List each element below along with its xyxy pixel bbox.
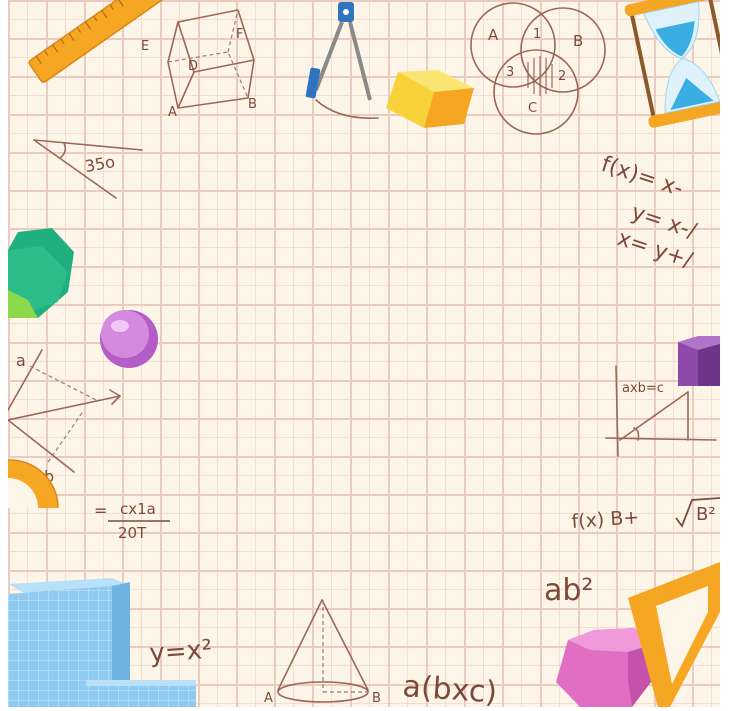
formula-fx: f(x)= x- — [598, 152, 686, 202]
hexagonal-prism-shape — [678, 336, 720, 386]
math-illustration: E F D A B A 1 B — [8, 0, 720, 707]
vector-label: b — [44, 467, 54, 486]
fraction-formula: = cx1a 20T — [94, 500, 170, 542]
cube-sketch: E F D A B — [141, 9, 257, 120]
formula-y-x2: y=x² — [148, 635, 213, 669]
dodecahedron-shape — [8, 228, 74, 318]
formula-abc: a(bxc) — [401, 669, 498, 707]
function-formulas: f(x)= x- y= x-/ x= y+/ — [598, 152, 700, 274]
graph-paper-background: E F D A B A 1 B — [8, 0, 720, 707]
ruler-icon — [28, 0, 166, 83]
formula-numerator: cx1a — [120, 500, 156, 518]
formula-denominator: 20T — [118, 524, 147, 542]
venn-label: 1 — [533, 27, 541, 42]
cube-vertex-label: A — [168, 105, 177, 120]
formula-ab2: ab² — [544, 573, 593, 608]
cube-block — [386, 70, 474, 128]
venn-label: C — [528, 101, 537, 116]
protractor-icon — [8, 459, 59, 509]
set-square-icon — [628, 562, 720, 707]
cube-vertex-label: D — [188, 59, 198, 74]
venn-label: A — [488, 26, 499, 44]
formula-equals: = — [94, 501, 107, 520]
cone-sketch: A B — [264, 599, 381, 706]
cube-vertex-label: F — [236, 27, 243, 42]
formula-root-arg: B² — [696, 504, 716, 525]
right-triangle-sketch: axb=c — [605, 365, 717, 457]
angle-sketch: 35o — [33, 139, 143, 199]
venn-label: 3 — [506, 65, 514, 80]
cone-label: A — [264, 691, 273, 706]
sphere-shape — [100, 310, 158, 368]
compass-icon — [305, 2, 379, 119]
cube-vertex-label: B — [248, 97, 257, 112]
venn-label: 2 — [558, 69, 566, 84]
cone-label: B — [372, 691, 381, 706]
cube-vertex-label: E — [141, 39, 149, 54]
hourglass-icon — [624, 0, 720, 128]
root-formula: f(x) B+ B² — [571, 497, 720, 533]
venn-diagram: A 1 B 3 2 C — [470, 2, 606, 135]
angle-label: 35o — [83, 152, 116, 176]
formula-root-left: f(x) B+ — [571, 506, 640, 533]
vector-sketch: a b — [8, 349, 121, 486]
base-ten-block-shape — [8, 578, 196, 707]
venn-label: B — [573, 32, 583, 50]
formula-axb: axb=c — [622, 381, 664, 396]
vector-label: a — [16, 351, 26, 370]
